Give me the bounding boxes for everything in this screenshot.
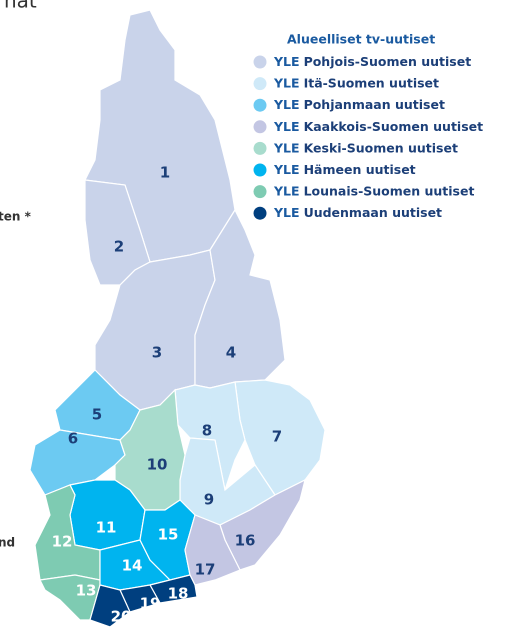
region (89, 584, 131, 628)
legend-swatch (253, 185, 267, 199)
legend-prefix: YLE (273, 205, 300, 220)
legend-name: Uudenmaan uutiset (304, 205, 442, 220)
legend-prefix: YLE (273, 140, 300, 155)
legend-title: Alueelliset tv-uutiset (287, 32, 435, 47)
legend-name: Pohjanmaan uutiset (304, 97, 445, 112)
region-label: 15 (158, 526, 179, 544)
legend-entry: YLE Kaakkois-Suomen uutiset (273, 118, 483, 133)
region-label: 2 (114, 238, 124, 256)
legend-entry: YLE Uudenmaan uutiset (273, 205, 442, 220)
region-label: 3 (152, 344, 162, 362)
region-label: 12 (52, 533, 73, 551)
region-label: 19 (140, 595, 161, 613)
legend-name: Kaakkois-Suomen uutiset (304, 118, 484, 133)
region-label: 17 (195, 561, 216, 579)
region-label: 1 (160, 164, 170, 182)
legend-swatch (253, 163, 267, 177)
legend-swatch (253, 77, 267, 91)
legend-name: Keski-Suomen uutiset (304, 140, 458, 155)
legend-swatch (253, 120, 267, 134)
side-note: ten * (0, 210, 32, 224)
region-label: 6 (68, 430, 78, 448)
region-label: 20 (111, 608, 132, 626)
legend-entry: YLE Pohjois-Suomen uutiset (273, 54, 471, 69)
legend-swatch (253, 141, 267, 155)
legend-swatch (253, 55, 267, 69)
side-note: nd (0, 536, 15, 550)
legend-prefix: YLE (273, 118, 300, 133)
legend-name: Hämeen uutiset (304, 162, 416, 177)
legend-prefix: YLE (273, 183, 300, 198)
legend-prefix: YLE (273, 54, 300, 69)
region-label: 11 (96, 519, 117, 537)
legend-prefix: YLE (273, 75, 300, 90)
region-label: 13 (76, 582, 97, 600)
region (194, 208, 286, 389)
title-fragment: nat (4, 0, 37, 13)
region-label: 16 (235, 532, 256, 550)
legend-name: Pohjois-Suomen uutiset (304, 54, 472, 69)
legend-name: Itä-Suomen uutiset (304, 75, 439, 90)
legend: YLE Pohjois-Suomen uutiset YLE Itä-Suomen u… (253, 54, 483, 220)
legend-entry: YLE Keski-Suomen uutiset (273, 140, 458, 155)
legend-prefix: YLE (273, 97, 300, 112)
region-label: 18 (168, 585, 189, 603)
region-label: 9 (204, 491, 214, 509)
legend-name: Lounais-Suomen uutiset (304, 183, 475, 198)
legend-prefix: YLE (273, 162, 300, 177)
region (219, 478, 306, 571)
region-label: 5 (92, 406, 102, 424)
region-label: 8 (202, 422, 212, 440)
legend-entry: YLE Lounais-Suomen uutiset (273, 183, 474, 198)
region-label: 7 (272, 428, 282, 446)
region-label: 10 (147, 456, 168, 474)
legend-entry: YLE Itä-Suomen uutiset (273, 75, 439, 90)
region-label: 14 (122, 557, 143, 575)
region (174, 381, 246, 493)
region-label: 4 (226, 344, 236, 362)
region (184, 514, 241, 586)
legend-entry: YLE Hämeen uutiset (273, 162, 416, 177)
legend-swatch (253, 98, 267, 112)
legend-swatch (253, 206, 267, 220)
legend-entry: YLE Pohjanmaan uutiset (273, 97, 445, 112)
